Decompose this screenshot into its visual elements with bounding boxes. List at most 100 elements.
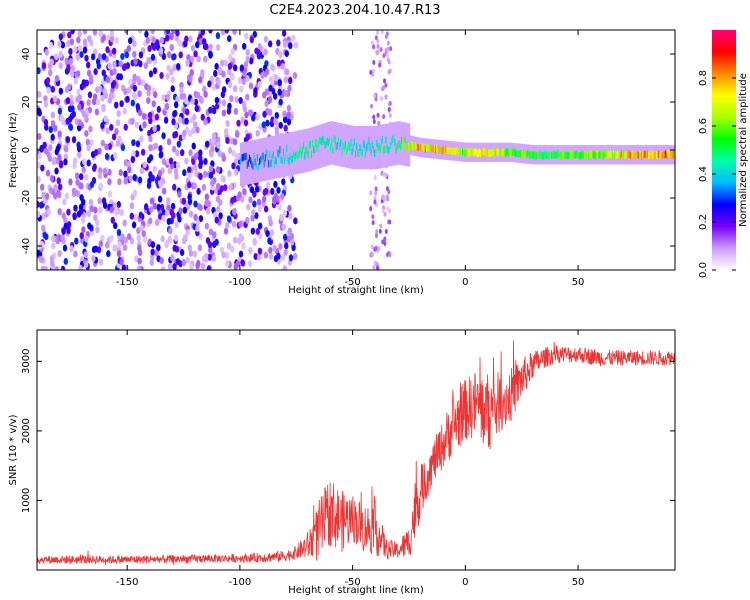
spectrogram-noise-blob bbox=[168, 227, 173, 235]
snr-x-tick-label: -50 bbox=[344, 577, 360, 588]
spectrogram-noise-blob bbox=[158, 212, 163, 220]
spectrogram-noise-blob bbox=[270, 63, 275, 71]
spectrogram-noise-blob bbox=[98, 258, 104, 266]
spectrogram-noise-blob bbox=[85, 138, 90, 146]
spectrogram-noise-blob bbox=[87, 222, 92, 230]
spectrogram-noise-blob bbox=[182, 129, 187, 137]
spectrogram-noise-blob bbox=[234, 96, 239, 104]
spectrogram-y-label: Frequency (Hz) bbox=[8, 112, 19, 188]
spectrogram-noise-blob bbox=[161, 132, 166, 140]
spectrogram-noise-blob bbox=[376, 44, 380, 50]
spectrogram-noise-blob bbox=[143, 62, 149, 70]
spectrogram-noise-blob bbox=[50, 111, 56, 119]
spectrogram-noise-blob bbox=[231, 162, 236, 170]
snr-x-tick-label: 0 bbox=[462, 577, 468, 588]
spectrogram-noise-blob bbox=[62, 198, 67, 206]
spectrogram-noise-blob bbox=[111, 133, 117, 141]
spectrogram-noise-blob bbox=[243, 61, 249, 69]
spectrogram-noise-blob bbox=[148, 135, 153, 143]
spectrogram-noise-blob bbox=[145, 37, 151, 45]
spectrogram-noise-blob bbox=[237, 191, 242, 199]
snr-y-tick-label: 1000 bbox=[21, 488, 32, 513]
spectrogram-noise-blob bbox=[227, 35, 232, 43]
spectrogram-noise-blob bbox=[198, 204, 203, 212]
spectrogram-noise-blob bbox=[58, 161, 64, 169]
spectrogram-noise-blob bbox=[37, 176, 41, 184]
spectrogram-noise-blob bbox=[248, 57, 254, 65]
spectrogram-noise-blob bbox=[215, 182, 221, 190]
spectrogram-noise-blob bbox=[117, 178, 122, 186]
spectrogram-noise-blob bbox=[215, 166, 221, 174]
spectrogram-noise-blob bbox=[379, 47, 383, 53]
spectrogram-noise-blob bbox=[101, 34, 106, 42]
spectrogram-noise-blob bbox=[122, 107, 127, 115]
spectrogram-noise-blob bbox=[114, 36, 119, 44]
spectrogram-noise-blob bbox=[159, 257, 164, 265]
spectrogram-noise-blob bbox=[147, 111, 153, 119]
spectrogram-noise-blob bbox=[121, 264, 127, 270]
spectrogram-noise-blob bbox=[66, 208, 71, 216]
spectrogram-noise-blob bbox=[195, 126, 200, 134]
spectrogram-noise-blob bbox=[203, 55, 208, 63]
spectrogram-noise-blob bbox=[161, 214, 166, 222]
spectrogram-noise-blob bbox=[98, 167, 103, 175]
spectrogram-noise-blob bbox=[97, 53, 103, 61]
spectrogram-noise-blob bbox=[262, 110, 267, 118]
spectrogram-noise-blob bbox=[267, 95, 273, 103]
spectrogram-noise-blob bbox=[377, 246, 381, 252]
spectrogram-noise-blob bbox=[76, 141, 81, 149]
spectrogram-noise-blob bbox=[81, 226, 86, 234]
spectrogram-noise-blob bbox=[276, 186, 281, 194]
spectrogram-noise-blob bbox=[242, 105, 247, 113]
spectrogram-noise-blob bbox=[208, 171, 214, 179]
snr-y-tick-label: 2000 bbox=[21, 418, 32, 443]
spectrogram-noise-blob bbox=[77, 44, 83, 52]
spectrogram-noise-blob bbox=[176, 140, 182, 148]
spectrogram-noise-blob bbox=[188, 149, 193, 157]
spectrogram-noise-blob bbox=[280, 192, 285, 200]
spectrogram-noise-blob bbox=[386, 206, 390, 212]
spectrogram-noise-blob bbox=[55, 145, 60, 153]
spectrogram-noise-blob bbox=[79, 182, 84, 190]
spectrogram-noise-blob bbox=[232, 30, 237, 35]
spectrogram-noise-blob bbox=[253, 87, 258, 95]
spectrogram-noise-blob bbox=[116, 200, 121, 208]
spectrogram-noise-blob bbox=[48, 41, 54, 49]
spectrogram-noise-blob bbox=[373, 199, 377, 205]
spectrogram-noise-blob bbox=[170, 254, 175, 262]
spectrogram-noise-blob bbox=[240, 195, 245, 203]
spectrogram-noise-blob bbox=[100, 234, 105, 242]
spectrogram-noise-blob bbox=[208, 246, 213, 254]
spectrogram-noise-blob bbox=[142, 121, 147, 129]
spectrogram-noise-blob bbox=[73, 45, 78, 53]
spectrogram-noise-blob bbox=[249, 186, 255, 194]
spectrogram-noise-blob bbox=[112, 67, 117, 75]
spectrogram-noise-blob bbox=[208, 106, 213, 114]
spectrogram-noise-blob bbox=[382, 114, 386, 120]
spectrogram-noise-blob bbox=[137, 90, 142, 98]
spectrogram-noise-blob bbox=[131, 139, 136, 147]
spectrogram-noise-blob bbox=[107, 62, 112, 70]
spectrogram-noise-blob bbox=[235, 260, 241, 268]
spectrogram-noise-blob bbox=[373, 260, 377, 266]
spectrogram-noise-blob bbox=[148, 217, 153, 225]
spectrogram-noise-blob bbox=[138, 211, 144, 219]
spectrogram-noise-blob bbox=[278, 51, 283, 59]
spectrogram-noise-blob bbox=[50, 259, 55, 267]
spectrogram-noise-blob bbox=[69, 38, 75, 46]
spectrogram-noise-blob bbox=[132, 40, 137, 48]
spectrogram-noise-blob bbox=[283, 76, 289, 84]
spectrogram-noise-blob bbox=[220, 59, 225, 67]
spectrogram-noise-blob bbox=[226, 107, 232, 115]
spectrogram-noise-blob bbox=[172, 244, 177, 252]
spectrogram-noise-blob bbox=[227, 62, 233, 70]
spectrogram-noise-blob bbox=[275, 47, 280, 55]
spectrogram-noise-blob bbox=[373, 195, 377, 201]
spectrogram-noise-blob bbox=[167, 167, 172, 175]
spectrogram-noise-blob bbox=[263, 48, 268, 56]
spectrogram-noise-blob bbox=[369, 69, 373, 75]
spectrogram-noise-blob bbox=[165, 72, 170, 80]
spectrogram-noise-blob bbox=[100, 139, 106, 147]
spectrogram-noise-blob bbox=[137, 109, 143, 117]
spectrogram-noise-blob bbox=[58, 33, 64, 41]
